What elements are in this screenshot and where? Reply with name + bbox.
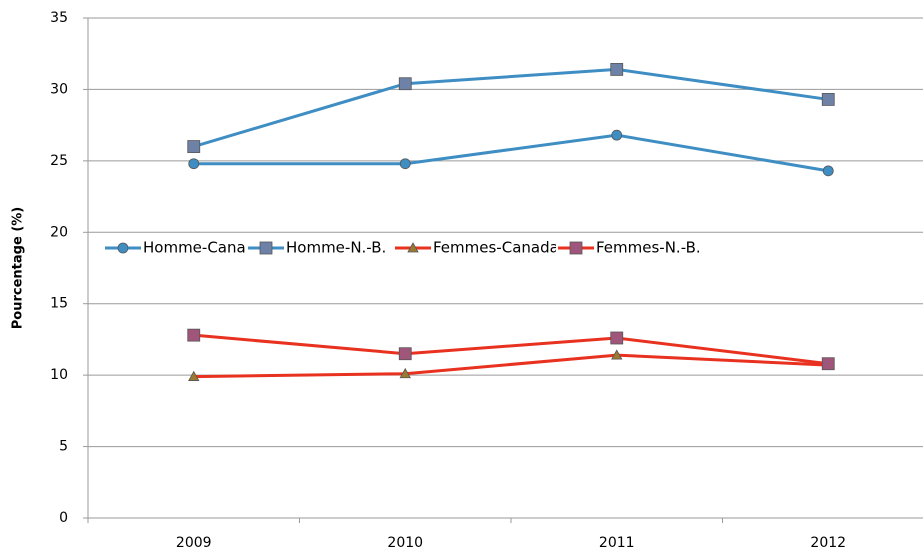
- line: [193, 353, 829, 379]
- y-tick-label: 30: [50, 81, 68, 97]
- marker: [398, 347, 412, 361]
- marker: [188, 158, 200, 170]
- x-tick-label: 2010: [387, 535, 423, 551]
- y-tick-label: 25: [50, 153, 68, 169]
- marker: [117, 242, 129, 254]
- marker: [188, 370, 200, 381]
- marker: [821, 357, 835, 371]
- marker: [187, 328, 201, 342]
- marker: [821, 93, 835, 106]
- marker: [259, 241, 273, 255]
- y-tick-label: 10: [50, 367, 68, 383]
- y-axis-title: Pourcentage (%): [11, 207, 26, 329]
- marker: [398, 77, 412, 91]
- y-tick-label: 15: [50, 296, 68, 312]
- x-tick-label: 2011: [599, 535, 635, 551]
- y-tick-label: 20: [50, 224, 68, 240]
- y-tick-label: 35: [50, 10, 68, 26]
- marker: [822, 165, 834, 177]
- marker: [399, 158, 411, 170]
- x-tick-label: 2012: [810, 535, 846, 551]
- marker: [611, 349, 623, 360]
- marker: [610, 63, 624, 76]
- legend-bg: [246, 238, 396, 258]
- marker: [407, 242, 419, 253]
- x-tick-label: 2009: [176, 535, 212, 551]
- marker: [610, 331, 624, 345]
- marker: [399, 367, 411, 379]
- marker: [187, 140, 201, 153]
- marker: [611, 129, 623, 141]
- y-tick-label: 0: [59, 510, 68, 526]
- line: [193, 67, 829, 149]
- line: [193, 333, 829, 366]
- legend-label: Femmes-N.-B.: [596, 239, 701, 257]
- marker: [569, 241, 583, 255]
- legend-label: Homme-Canada: [143, 239, 264, 257]
- legend-label: Homme-N.-B.: [286, 239, 386, 257]
- legend-bg: [556, 238, 706, 258]
- legend-bg: [103, 238, 253, 258]
- line: [193, 133, 829, 173]
- legend-label: Femmes-Canada: [433, 239, 559, 257]
- y-tick-label: 5: [59, 439, 68, 455]
- legend-bg: [393, 238, 543, 258]
